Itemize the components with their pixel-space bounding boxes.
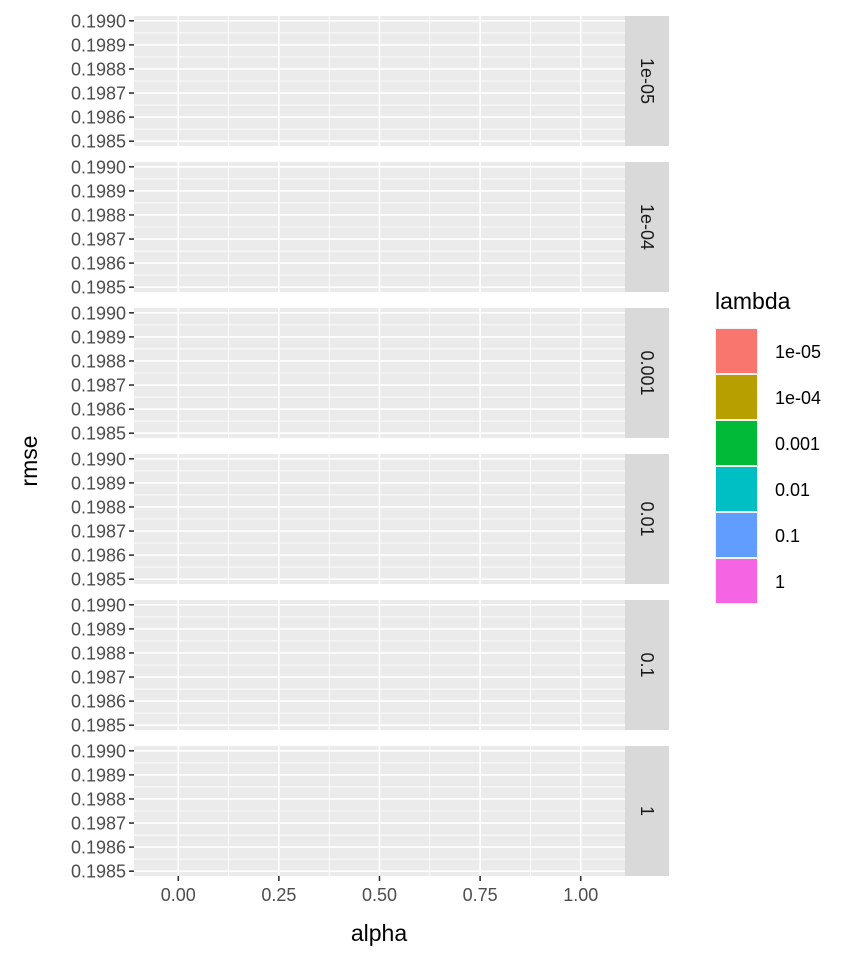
legend-swatch: [716, 467, 757, 511]
legend-label: 0.01: [775, 480, 810, 500]
y-tick-label: 0.1989: [71, 765, 126, 785]
facet-panel: 0.1985 0.1986 0.1987 0.1988 0.1989 0.1990 1: [71, 741, 669, 882]
y-tick-label: 0.1986: [71, 400, 126, 420]
legend-swatch: [716, 329, 757, 373]
facet-strip: [625, 454, 669, 584]
y-tick-label: 0.1987: [71, 230, 126, 250]
facet-strip: [625, 162, 669, 292]
x-tick-label: 0.75: [463, 885, 498, 905]
y-tick-label: 0.1986: [71, 108, 126, 128]
y-tick-label: 0.1990: [71, 303, 126, 323]
y-tick-label: 0.1985: [71, 862, 126, 882]
x-tick-label: 0.00: [161, 885, 196, 905]
y-axis-title: rmse: [16, 435, 42, 486]
facet-strip-label: 0.01: [637, 501, 657, 536]
y-tick-label: 0.1985: [71, 716, 126, 736]
legend-label: 1: [775, 572, 785, 592]
legend-title: lambda: [715, 288, 791, 314]
legend-label: 1e-04: [775, 388, 821, 408]
y-tick-label: 0.1988: [71, 497, 126, 517]
y-tick-label: 0.1985: [71, 424, 126, 444]
y-tick-label: 0.1986: [71, 692, 126, 712]
y-tick-label: 0.1986: [71, 254, 126, 274]
facet-strip-label: 0.1: [637, 652, 657, 677]
facet-strip-label: 0.001: [637, 350, 657, 395]
x-tick-label: 0.25: [261, 885, 296, 905]
y-tick-label: 0.1989: [71, 327, 126, 347]
y-tick-label: 0.1985: [71, 570, 126, 590]
legend-label: 0.001: [775, 434, 820, 454]
y-tick-label: 0.1990: [71, 741, 126, 761]
facet-strip: [625, 16, 669, 146]
x-axis: 0.00 0.25 0.50 0.75 1.00: [161, 876, 598, 905]
y-tick-label: 0.1985: [71, 278, 126, 298]
y-tick-label: 0.1989: [71, 35, 126, 55]
y-tick-label: 0.1987: [71, 668, 126, 688]
y-tick-label: 0.1989: [71, 619, 126, 639]
y-tick-label: 0.1990: [71, 449, 126, 469]
y-tick-label: 0.1985: [71, 132, 126, 152]
y-tick-label: 0.1987: [71, 522, 126, 542]
y-tick-label: 0.1986: [71, 546, 126, 566]
facet-strip-label: 1: [637, 806, 657, 816]
facet-strip: [625, 308, 669, 438]
y-tick-label: 0.1986: [71, 838, 126, 858]
legend: lambda 1e-05 1e-04 0.001 0.01 0.1 1: [715, 288, 821, 604]
y-tick-label: 0.1990: [71, 11, 126, 31]
y-tick-label: 0.1987: [71, 814, 126, 834]
legend-label: 0.1: [775, 526, 800, 546]
y-tick-label: 0.1989: [71, 473, 126, 493]
facet-panel: 0.1985 0.1986 0.1987 0.1988 0.1989 0.1990 0.01: [71, 449, 669, 590]
facet-strip-label: 1e-05: [637, 58, 657, 104]
y-tick-label: 0.1990: [71, 157, 126, 177]
legend-label: 1e-05: [775, 342, 821, 362]
facet-strip: [625, 600, 669, 730]
y-tick-label: 0.1989: [71, 181, 126, 201]
x-tick-label: 0.50: [362, 885, 397, 905]
legend-swatch: [716, 375, 757, 419]
facet-strip: [625, 746, 669, 876]
x-tick-label: 1.00: [563, 885, 598, 905]
y-tick-label: 0.1988: [71, 351, 126, 371]
y-tick-label: 0.1988: [71, 205, 126, 225]
y-tick-label: 0.1988: [71, 59, 126, 79]
facet-panel: 0.1985 0.1986 0.1987 0.1988 0.1989 0.1990 0.00…: [71, 303, 669, 444]
y-tick-label: 0.1987: [71, 84, 126, 104]
facet-panel: 0.1985 0.1986 0.1987 0.1988 0.1989 0.1990 1e-0…: [71, 157, 669, 298]
y-tick-label: 0.1987: [71, 376, 126, 396]
x-axis-title: alpha: [351, 920, 407, 946]
facet-strip-label: 1e-04: [637, 204, 657, 250]
legend-swatch: [716, 513, 757, 557]
legend-swatch: [716, 421, 757, 465]
y-tick-label: 0.1988: [71, 789, 126, 809]
legend-swatch: [716, 559, 757, 603]
facet-panels: 0.1985 0.1986 0.1987 0.1988 0.1989 0.1990 1e-0…: [71, 11, 669, 882]
facet-panel: 0.1985 0.1986 0.1987 0.1988 0.1989 0.1990 0.1: [71, 595, 669, 736]
y-tick-label: 0.1990: [71, 595, 126, 615]
facet-panel: 0.1985 0.1986 0.1987 0.1988 0.1989 0.1990 1e-0…: [71, 11, 669, 152]
y-tick-label: 0.1988: [71, 643, 126, 663]
